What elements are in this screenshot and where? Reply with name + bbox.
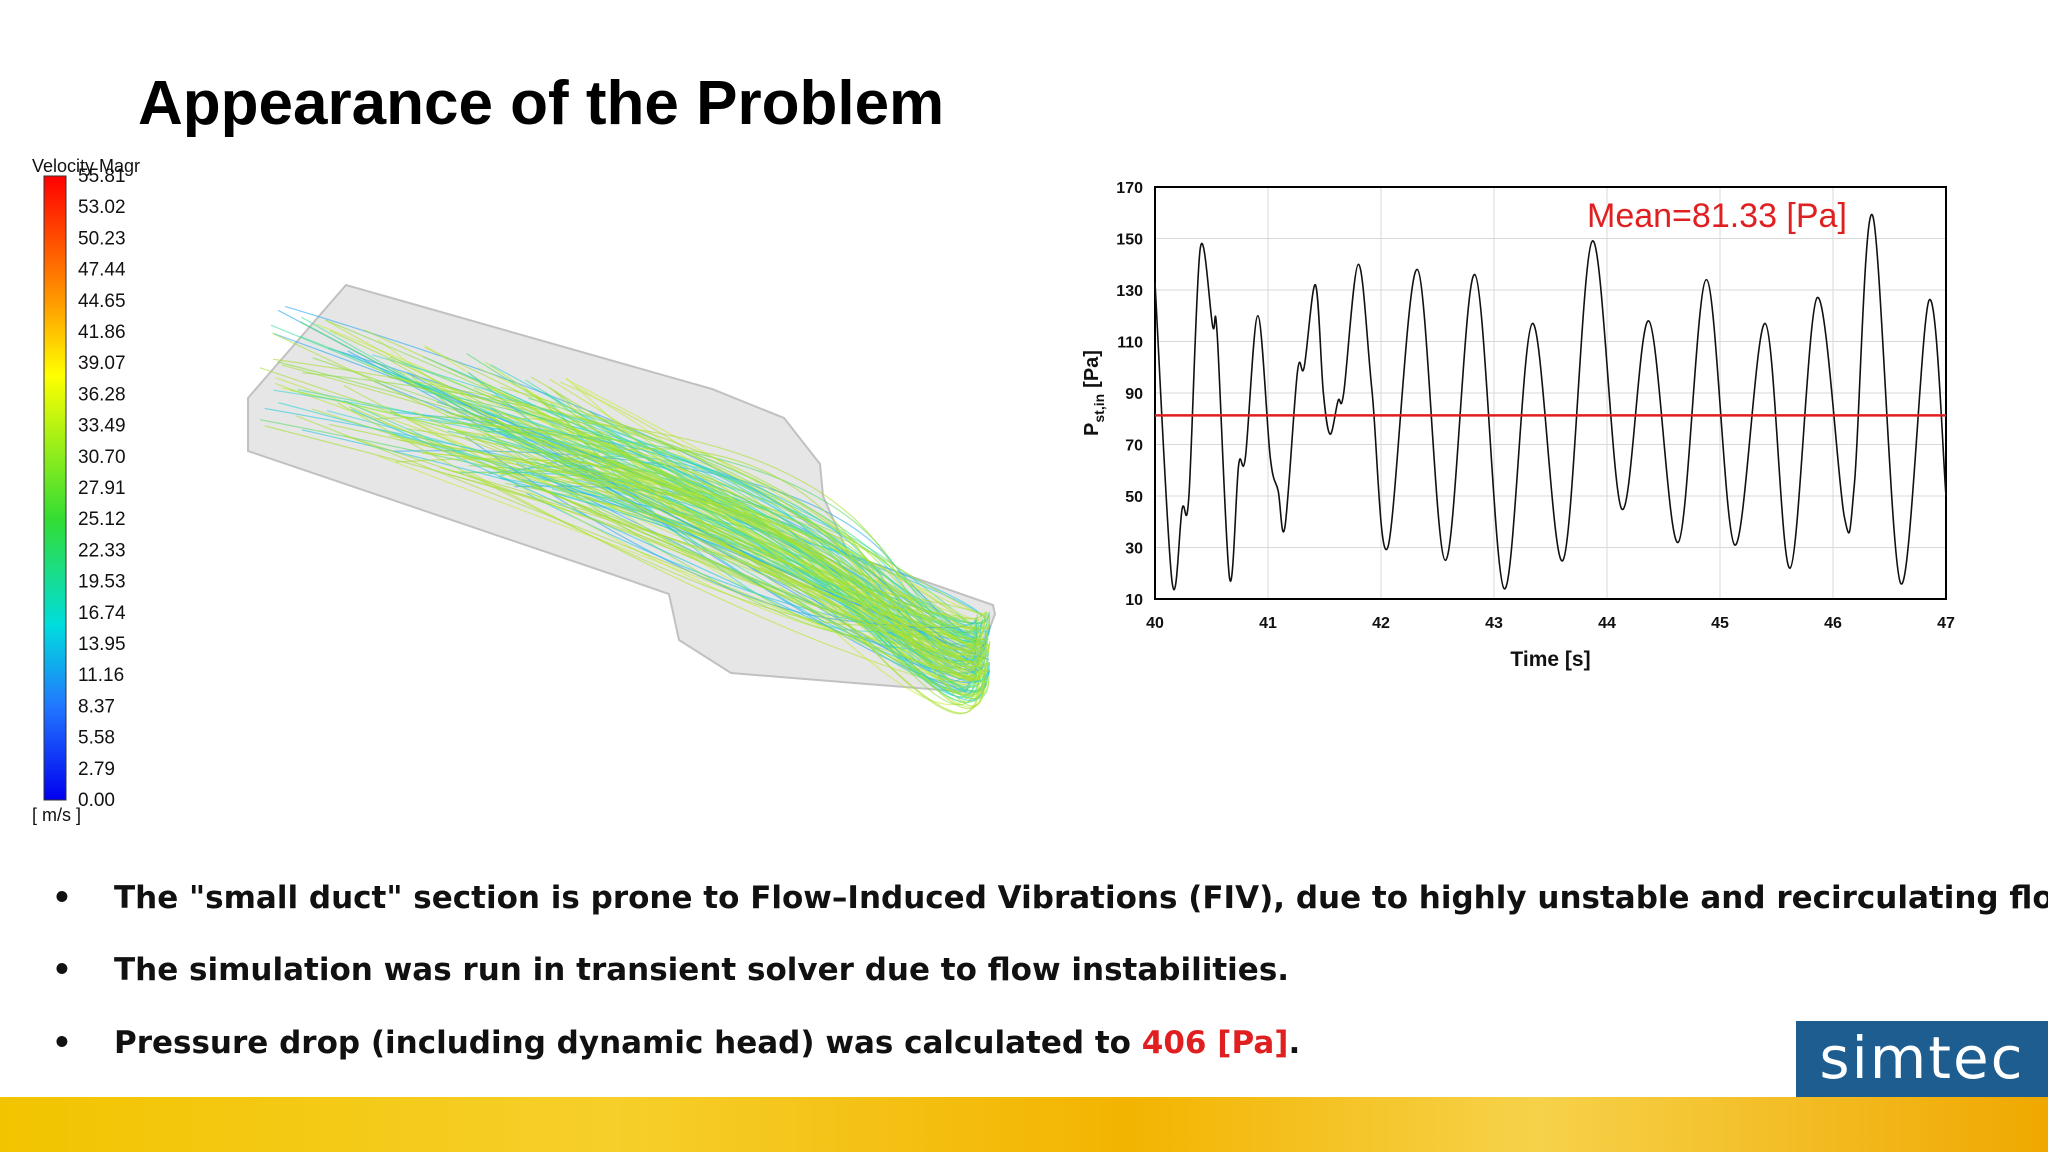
y-tick-label: 50 xyxy=(1125,489,1143,506)
y-tick-label: 30 xyxy=(1125,541,1143,558)
streamline xyxy=(272,332,989,652)
colorbar-label: 8.37 xyxy=(78,696,115,717)
y-tick-label: 70 xyxy=(1125,438,1143,455)
footer-banner xyxy=(0,1097,2048,1152)
colorbar-label: 2.79 xyxy=(78,759,115,780)
streamline xyxy=(328,423,979,668)
bullet-text: Pressure drop (including dynamic head) w… xyxy=(114,1025,1142,1061)
x-tick-label: 44 xyxy=(1598,615,1616,632)
streamline xyxy=(564,426,977,666)
slide-title: Appearance of the Problem xyxy=(138,69,945,138)
bullet-highlight: 406 [Pa] xyxy=(1141,1025,1289,1061)
colorbar-label: 33.49 xyxy=(78,416,126,437)
streamline xyxy=(466,353,987,625)
colorbar-label: 53.02 xyxy=(78,197,126,218)
streamline xyxy=(547,448,986,707)
colorbar-label: 16.74 xyxy=(78,603,126,624)
plot-border xyxy=(1154,186,1947,600)
bullet-text: . xyxy=(1288,1025,1301,1061)
bullet-text: The simulation was run in transient solv… xyxy=(114,952,1290,988)
colorbar-label: 36.28 xyxy=(78,384,126,405)
streamline xyxy=(552,389,980,674)
streamline xyxy=(413,411,990,647)
streamlines xyxy=(259,305,991,715)
y-tick-label: 130 xyxy=(1116,283,1143,300)
colorbar-label: 0.00 xyxy=(78,790,115,811)
y-tick-label: 10 xyxy=(1125,592,1143,609)
streamline xyxy=(406,428,991,672)
streamline xyxy=(386,358,987,618)
bullet: • The "small duct" section is prone to Fl… xyxy=(52,880,2048,916)
y-tick-label: 110 xyxy=(1117,335,1143,352)
x-tick-label: 41 xyxy=(1259,615,1277,632)
y-tick-label: 170 xyxy=(1116,180,1143,197)
bullet: • The simulation was run in transient sol… xyxy=(52,952,1290,988)
colorbar-label: 55.81 xyxy=(78,166,126,187)
streamline xyxy=(345,435,989,697)
streamline xyxy=(329,330,980,714)
streamline xyxy=(399,439,985,700)
x-axis-label: Time [s] xyxy=(1510,648,1590,671)
streamline xyxy=(564,458,991,619)
x-tick-label: 43 xyxy=(1485,615,1503,632)
streamline xyxy=(374,416,989,681)
streamline xyxy=(529,458,984,641)
chart: 10 30 50 70 90 110 130 150 170 40 41 42 43 44 45 46 47 Me… xyxy=(1081,180,1955,671)
colorbar-label: 50.23 xyxy=(78,228,126,249)
y-tick-label: 90 xyxy=(1125,386,1143,403)
logo: simtec xyxy=(1796,1021,2048,1097)
colorbar-label: 19.53 xyxy=(78,572,126,593)
colorbar-label: 30.70 xyxy=(78,447,126,468)
streamline xyxy=(388,435,985,710)
x-tick-label: 40 xyxy=(1146,615,1164,632)
colorbar-label: 44.65 xyxy=(78,291,126,312)
streamline xyxy=(395,458,988,659)
colorbar-label: 39.07 xyxy=(78,353,126,374)
streamline xyxy=(447,473,986,683)
x-tick-label: 45 xyxy=(1711,615,1729,632)
streamline xyxy=(296,415,982,670)
bullet-text: The "small duct" section is prone to Flo… xyxy=(114,880,2048,916)
streamline xyxy=(423,451,981,682)
streamline xyxy=(488,436,987,662)
streamline xyxy=(297,389,980,645)
bullet: • Pressure drop (including dynamic head) … xyxy=(52,1025,1301,1061)
colorbar xyxy=(43,175,67,801)
streamline xyxy=(343,384,986,641)
streamline xyxy=(337,402,978,628)
y-axis-label: Pst,in [Pa] xyxy=(1081,350,1107,436)
colorbar-unit: [ m/s ] xyxy=(32,805,81,825)
streamline xyxy=(450,413,990,656)
data-line xyxy=(1154,213,1947,591)
streamline xyxy=(559,456,981,680)
streamline xyxy=(424,346,991,663)
colorbar-label: 25.12 xyxy=(78,509,126,530)
streamline xyxy=(272,358,982,663)
streamline xyxy=(456,430,979,715)
x-tick-label: 46 xyxy=(1824,615,1842,632)
colorbar-label: 11.16 xyxy=(78,665,124,686)
colorbar-label: 22.33 xyxy=(78,540,126,561)
y-axis-label-sub: st,in xyxy=(1091,394,1107,423)
streamline xyxy=(349,406,981,678)
y-tick-label: 150 xyxy=(1116,232,1143,249)
colorbar-label: 47.44 xyxy=(78,260,126,281)
colorbar-label: 41.86 xyxy=(78,322,126,343)
x-tick-label: 47 xyxy=(1937,615,1955,632)
colorbar-label: 13.95 xyxy=(78,634,126,655)
colorbar-label: 5.58 xyxy=(78,728,115,749)
colorbar-label: 27.91 xyxy=(78,478,126,499)
annotation: Mean=81.33 [Pa] xyxy=(1587,197,1847,235)
streamline xyxy=(453,396,990,630)
y-axis-label-unit: [Pa] xyxy=(1081,350,1103,388)
x-tick-label: 42 xyxy=(1372,615,1390,632)
y-axis-label-main: P xyxy=(1081,423,1103,436)
colorbar-title: Velocity Magr xyxy=(32,156,140,176)
streamline xyxy=(439,466,979,680)
